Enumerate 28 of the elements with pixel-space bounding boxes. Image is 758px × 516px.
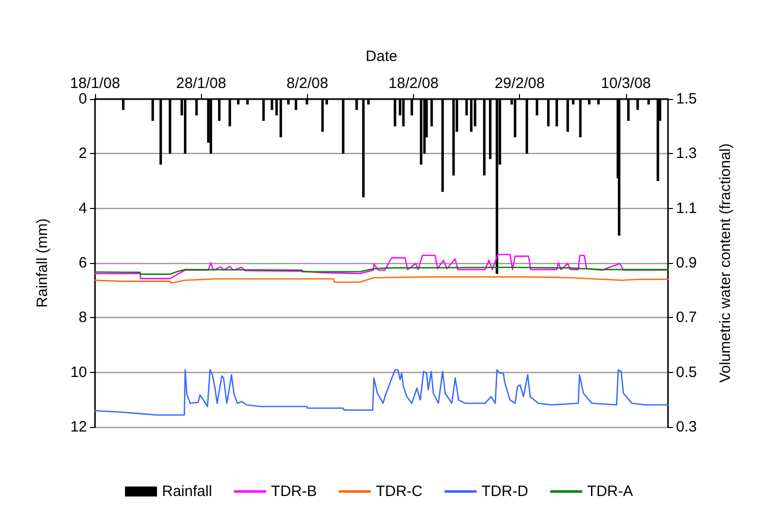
y2-tick-label: 0.7 xyxy=(676,309,697,326)
y-tick-label: 6 xyxy=(78,254,87,272)
x-tick-label: 18/2/08 xyxy=(388,75,439,92)
y2-tick-label: 1.1 xyxy=(676,200,697,217)
x-tick-label: 18/1/08 xyxy=(70,75,120,92)
x-tick-label: 10/3/08 xyxy=(600,75,651,92)
y-axis-title: Rainfall (mm) xyxy=(34,218,51,308)
legend-label: TDR-D xyxy=(482,483,528,500)
x-tick-label: 28/1/08 xyxy=(176,75,226,92)
y2-tick-label: 0.3 xyxy=(676,418,697,436)
legend-label: Rainfall xyxy=(162,483,212,500)
y2-tick-label: 0.9 xyxy=(676,254,697,272)
legend-label: TDR-A xyxy=(587,483,633,500)
x-tick-label: 8/2/08 xyxy=(286,75,328,92)
legend-label: TDR-B xyxy=(271,483,317,500)
y2-tick-label: 1.5 xyxy=(676,90,697,108)
y-tick-label: 12 xyxy=(70,418,87,436)
y-tick-label: 2 xyxy=(78,145,87,162)
y-tick-label: 4 xyxy=(78,200,87,217)
y-tick-label: 10 xyxy=(70,364,87,381)
x-axis-title: Date xyxy=(366,48,398,65)
y2-axis-title: Volumetric water content (fractional) xyxy=(717,143,734,383)
legend-label: TDR-C xyxy=(376,483,423,500)
x-tick-label: 29/2/08 xyxy=(494,75,545,92)
y2-tick-label: 0.5 xyxy=(676,364,697,381)
y2-tick-label: 1.3 xyxy=(676,145,697,162)
y-tick-label: 0 xyxy=(78,90,87,108)
y-tick-label: 8 xyxy=(78,309,87,326)
